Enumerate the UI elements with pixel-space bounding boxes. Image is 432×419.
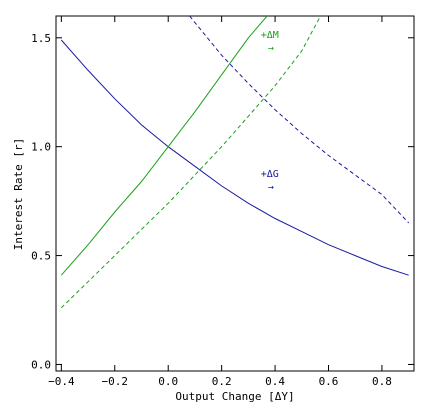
x-tick-label: 0.8 [372, 375, 392, 388]
right-arrow-icon: → [268, 182, 274, 193]
series-layer [60, 16, 410, 309]
x-axis-label: Output Change [ΔY] [175, 390, 294, 403]
x-tick-label: 0.2 [212, 375, 232, 388]
x-tick-label: 0.0 [158, 375, 178, 388]
right-arrow-icon: → [268, 43, 274, 54]
y-tick-label: 1.5 [31, 32, 51, 45]
tick-layer: −0.4 −0.2 0.0 0.2 0.4 0.6 0.8 0.0 0.5 1.0 1.5 [31, 16, 414, 388]
x-tick-label: −0.4 [48, 375, 75, 388]
y-tick-label: 0.0 [31, 358, 51, 371]
y-axis-label: Interest Rate [r] [12, 138, 25, 251]
y-tick-label: 0.5 [31, 250, 51, 263]
series-line-4 [60, 16, 321, 309]
annotation-label-1: +ΔM [261, 30, 279, 41]
annotation-label-2: +ΔG [261, 169, 279, 180]
x-tick-label: 0.6 [319, 375, 339, 388]
series-line-3 [60, 16, 268, 276]
series-line-2 [189, 16, 410, 224]
annotation-layer: +ΔM → +ΔG → [261, 30, 279, 193]
x-tick-label: −0.2 [102, 375, 129, 388]
y-tick-label: 1.0 [31, 141, 51, 154]
series-line-1 [60, 39, 409, 276]
plot-frame [55, 15, 415, 372]
x-tick-label: 0.4 [265, 375, 285, 388]
